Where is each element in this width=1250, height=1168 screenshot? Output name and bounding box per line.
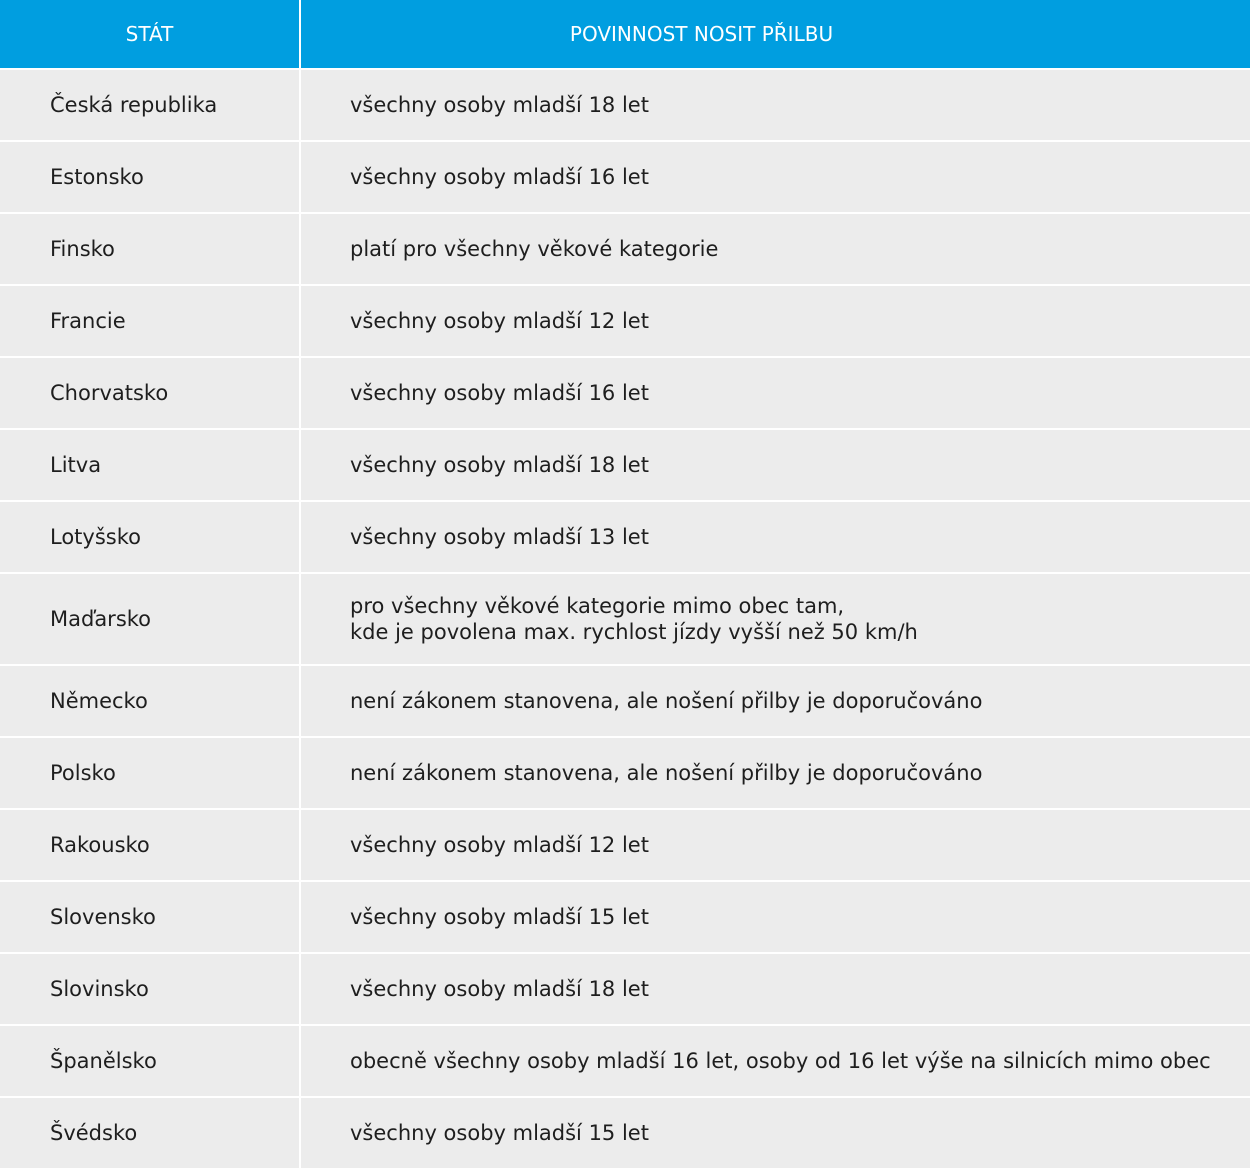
rule-text: obecně všechny osoby mladší 16 let, osob… <box>350 1049 1211 1073</box>
rule-text: všechny osoby mladší 16 let <box>350 381 649 405</box>
country-cell: Finsko <box>0 214 299 284</box>
country-cell: Polsko <box>0 738 299 808</box>
rule-cell: všechny osoby mladší 18 let <box>301 954 1250 1024</box>
country-cell: Švédsko <box>0 1098 299 1168</box>
rule-text: všechny osoby mladší 16 let <box>350 165 649 189</box>
country-cell: Lotyšsko <box>0 502 299 572</box>
country-cell: Slovensko <box>0 882 299 952</box>
rule-cell: všechny osoby mladší 16 let <box>301 358 1250 428</box>
country-cell: Rakousko <box>0 810 299 880</box>
column-header-rule: POVINNOST NOSIT PŘILBU <box>301 0 1250 68</box>
rule-cell: platí pro všechny věkové kategorie <box>301 214 1250 284</box>
country-cell: Francie <box>0 286 299 356</box>
rule-text: všechny osoby mladší 18 let <box>350 453 649 477</box>
rule-cell: všechny osoby mladší 18 let <box>301 70 1250 140</box>
country-cell: Německo <box>0 666 299 736</box>
column-header-country: STÁT <box>0 0 299 68</box>
rule-text: všechny osoby mladší 15 let <box>350 1121 649 1145</box>
country-cell: Litva <box>0 430 299 500</box>
country-cell: Česká republika <box>0 70 299 140</box>
rule-cell: všechny osoby mladší 15 let <box>301 1098 1250 1168</box>
rule-cell: není zákonem stanovena, ale nošení přilb… <box>301 738 1250 808</box>
rule-text: všechny osoby mladší 13 let <box>350 525 649 549</box>
country-cell: Španělsko <box>0 1026 299 1096</box>
country-cell: Estonsko <box>0 142 299 212</box>
rule-cell: všechny osoby mladší 16 let <box>301 142 1250 212</box>
rule-text: všechny osoby mladší 12 let <box>350 309 649 333</box>
rule-text: platí pro všechny věkové kategorie <box>350 237 719 261</box>
rule-cell: není zákonem stanovena, ale nošení přilb… <box>301 666 1250 736</box>
country-cell: Chorvatsko <box>0 358 299 428</box>
rule-cell: pro všechny věkové kategorie mimo obec t… <box>301 574 1250 664</box>
country-cell: Slovinsko <box>0 954 299 1024</box>
rule-text: není zákonem stanovena, ale nošení přilb… <box>350 689 983 713</box>
rule-text: všechny osoby mladší 15 let <box>350 905 649 929</box>
rule-text: všechny osoby mladší 12 let <box>350 833 649 857</box>
rule-text: pro všechny věkové kategorie mimo obec t… <box>350 594 918 644</box>
rule-text: všechny osoby mladší 18 let <box>350 977 649 1001</box>
rule-cell: obecně všechny osoby mladší 16 let, osob… <box>301 1026 1250 1096</box>
rule-text: všechny osoby mladší 18 let <box>350 93 649 117</box>
rule-cell: všechny osoby mladší 12 let <box>301 810 1250 880</box>
rule-text: není zákonem stanovena, ale nošení přilb… <box>350 761 983 785</box>
country-cell: Maďarsko <box>0 574 299 664</box>
rule-cell: všechny osoby mladší 12 let <box>301 286 1250 356</box>
rule-cell: všechny osoby mladší 18 let <box>301 430 1250 500</box>
rule-cell: všechny osoby mladší 13 let <box>301 502 1250 572</box>
rule-cell: všechny osoby mladší 15 let <box>301 882 1250 952</box>
